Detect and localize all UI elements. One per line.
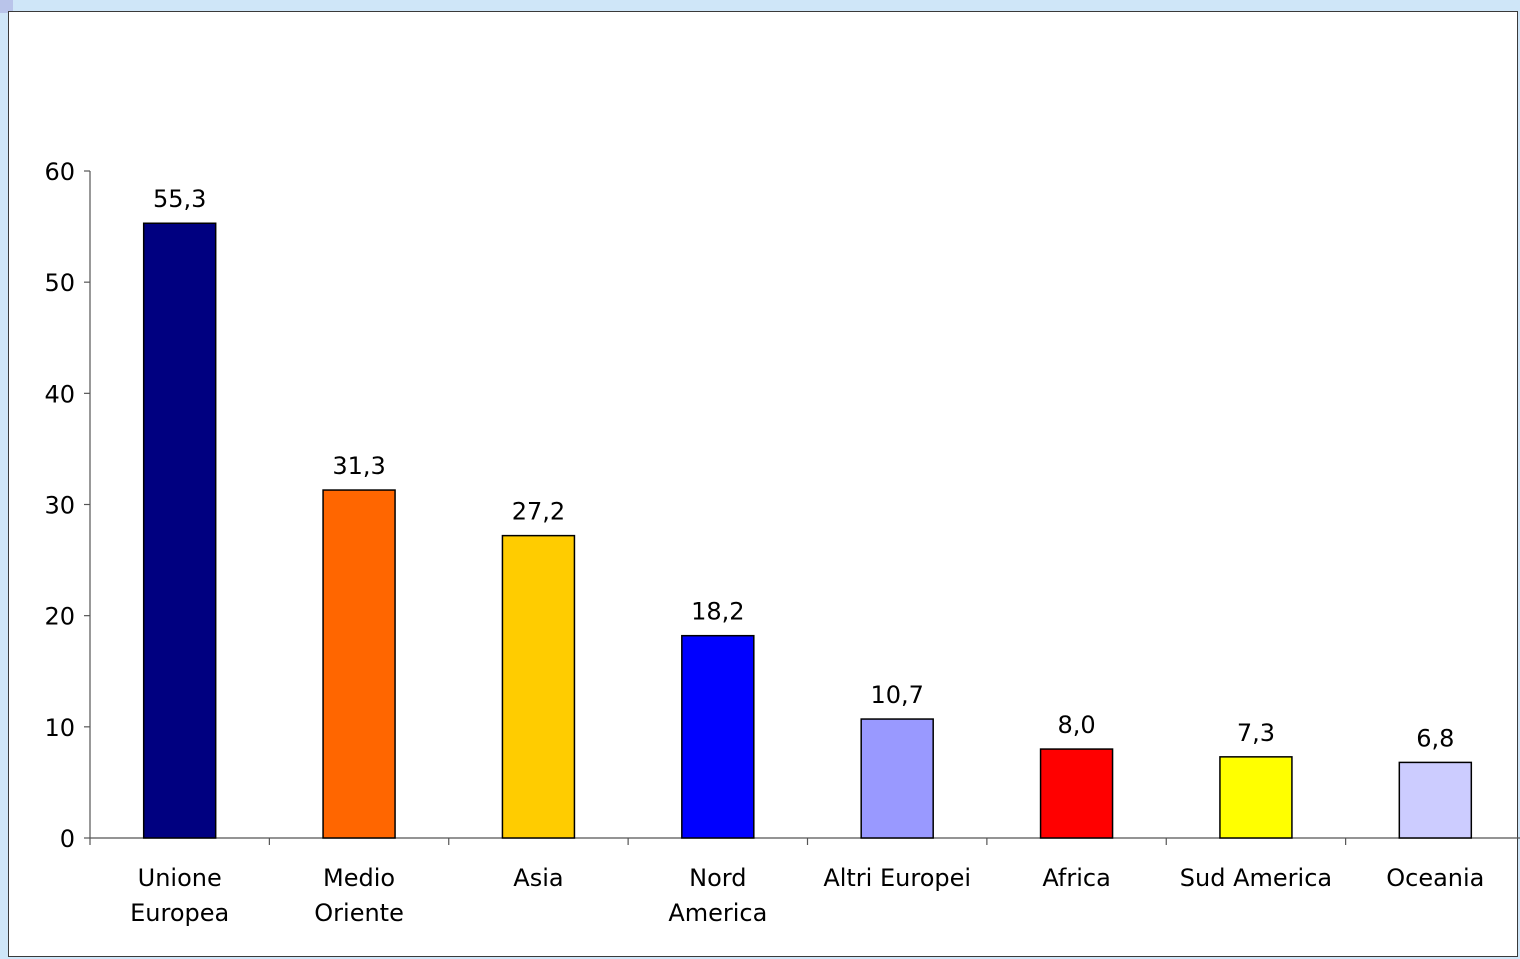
bar-value-label: 18,2: [691, 598, 744, 626]
bar-value-label: 7,3: [1237, 719, 1275, 747]
bar-value-label: 6,8: [1416, 724, 1454, 752]
bar: [1039, 748, 1114, 839]
category-label: Medio: [323, 864, 395, 892]
category-label: Oceania: [1386, 864, 1484, 892]
bar-value-label: 10,7: [870, 681, 923, 709]
bar: [1398, 761, 1473, 839]
bar: [322, 489, 396, 839]
chart-bars: [142, 222, 1473, 839]
category-label: Africa: [1042, 864, 1110, 892]
bar-value-label: 27,2: [512, 498, 565, 526]
category-label: Altri Europei: [823, 864, 971, 892]
y-tick-label: 60: [44, 158, 75, 186]
corner-tab: [0, 0, 13, 13]
bar: [142, 222, 217, 839]
y-tick-label: 0: [60, 825, 75, 853]
category-label: Sud America: [1180, 864, 1332, 892]
y-tick-label: 30: [44, 492, 75, 520]
bar-value-label: 31,3: [332, 452, 385, 480]
bar-value-label: 8,0: [1057, 711, 1095, 739]
chart-labels: 0 10 20 30 40 50 60 55,3 Unione Europea 31,3 Medio O…: [44, 158, 1484, 927]
y-tick-label: 20: [44, 603, 75, 631]
y-tick-label: 40: [44, 380, 75, 408]
bar-value-label: 55,3: [153, 185, 206, 213]
category-label: Nord: [689, 864, 746, 892]
bar: [860, 718, 934, 839]
y-tick-label: 50: [44, 269, 75, 297]
chart-axes: [84, 170, 1520, 845]
category-label: Asia: [513, 864, 563, 892]
category-label: Europea: [130, 899, 229, 927]
category-label: Oriente: [314, 899, 404, 927]
bar: [1219, 756, 1293, 839]
bar: [501, 534, 576, 839]
category-label: America: [668, 899, 767, 927]
category-label: Unione: [138, 864, 222, 892]
bar: [681, 634, 755, 839]
y-tick-label: 10: [44, 714, 75, 742]
